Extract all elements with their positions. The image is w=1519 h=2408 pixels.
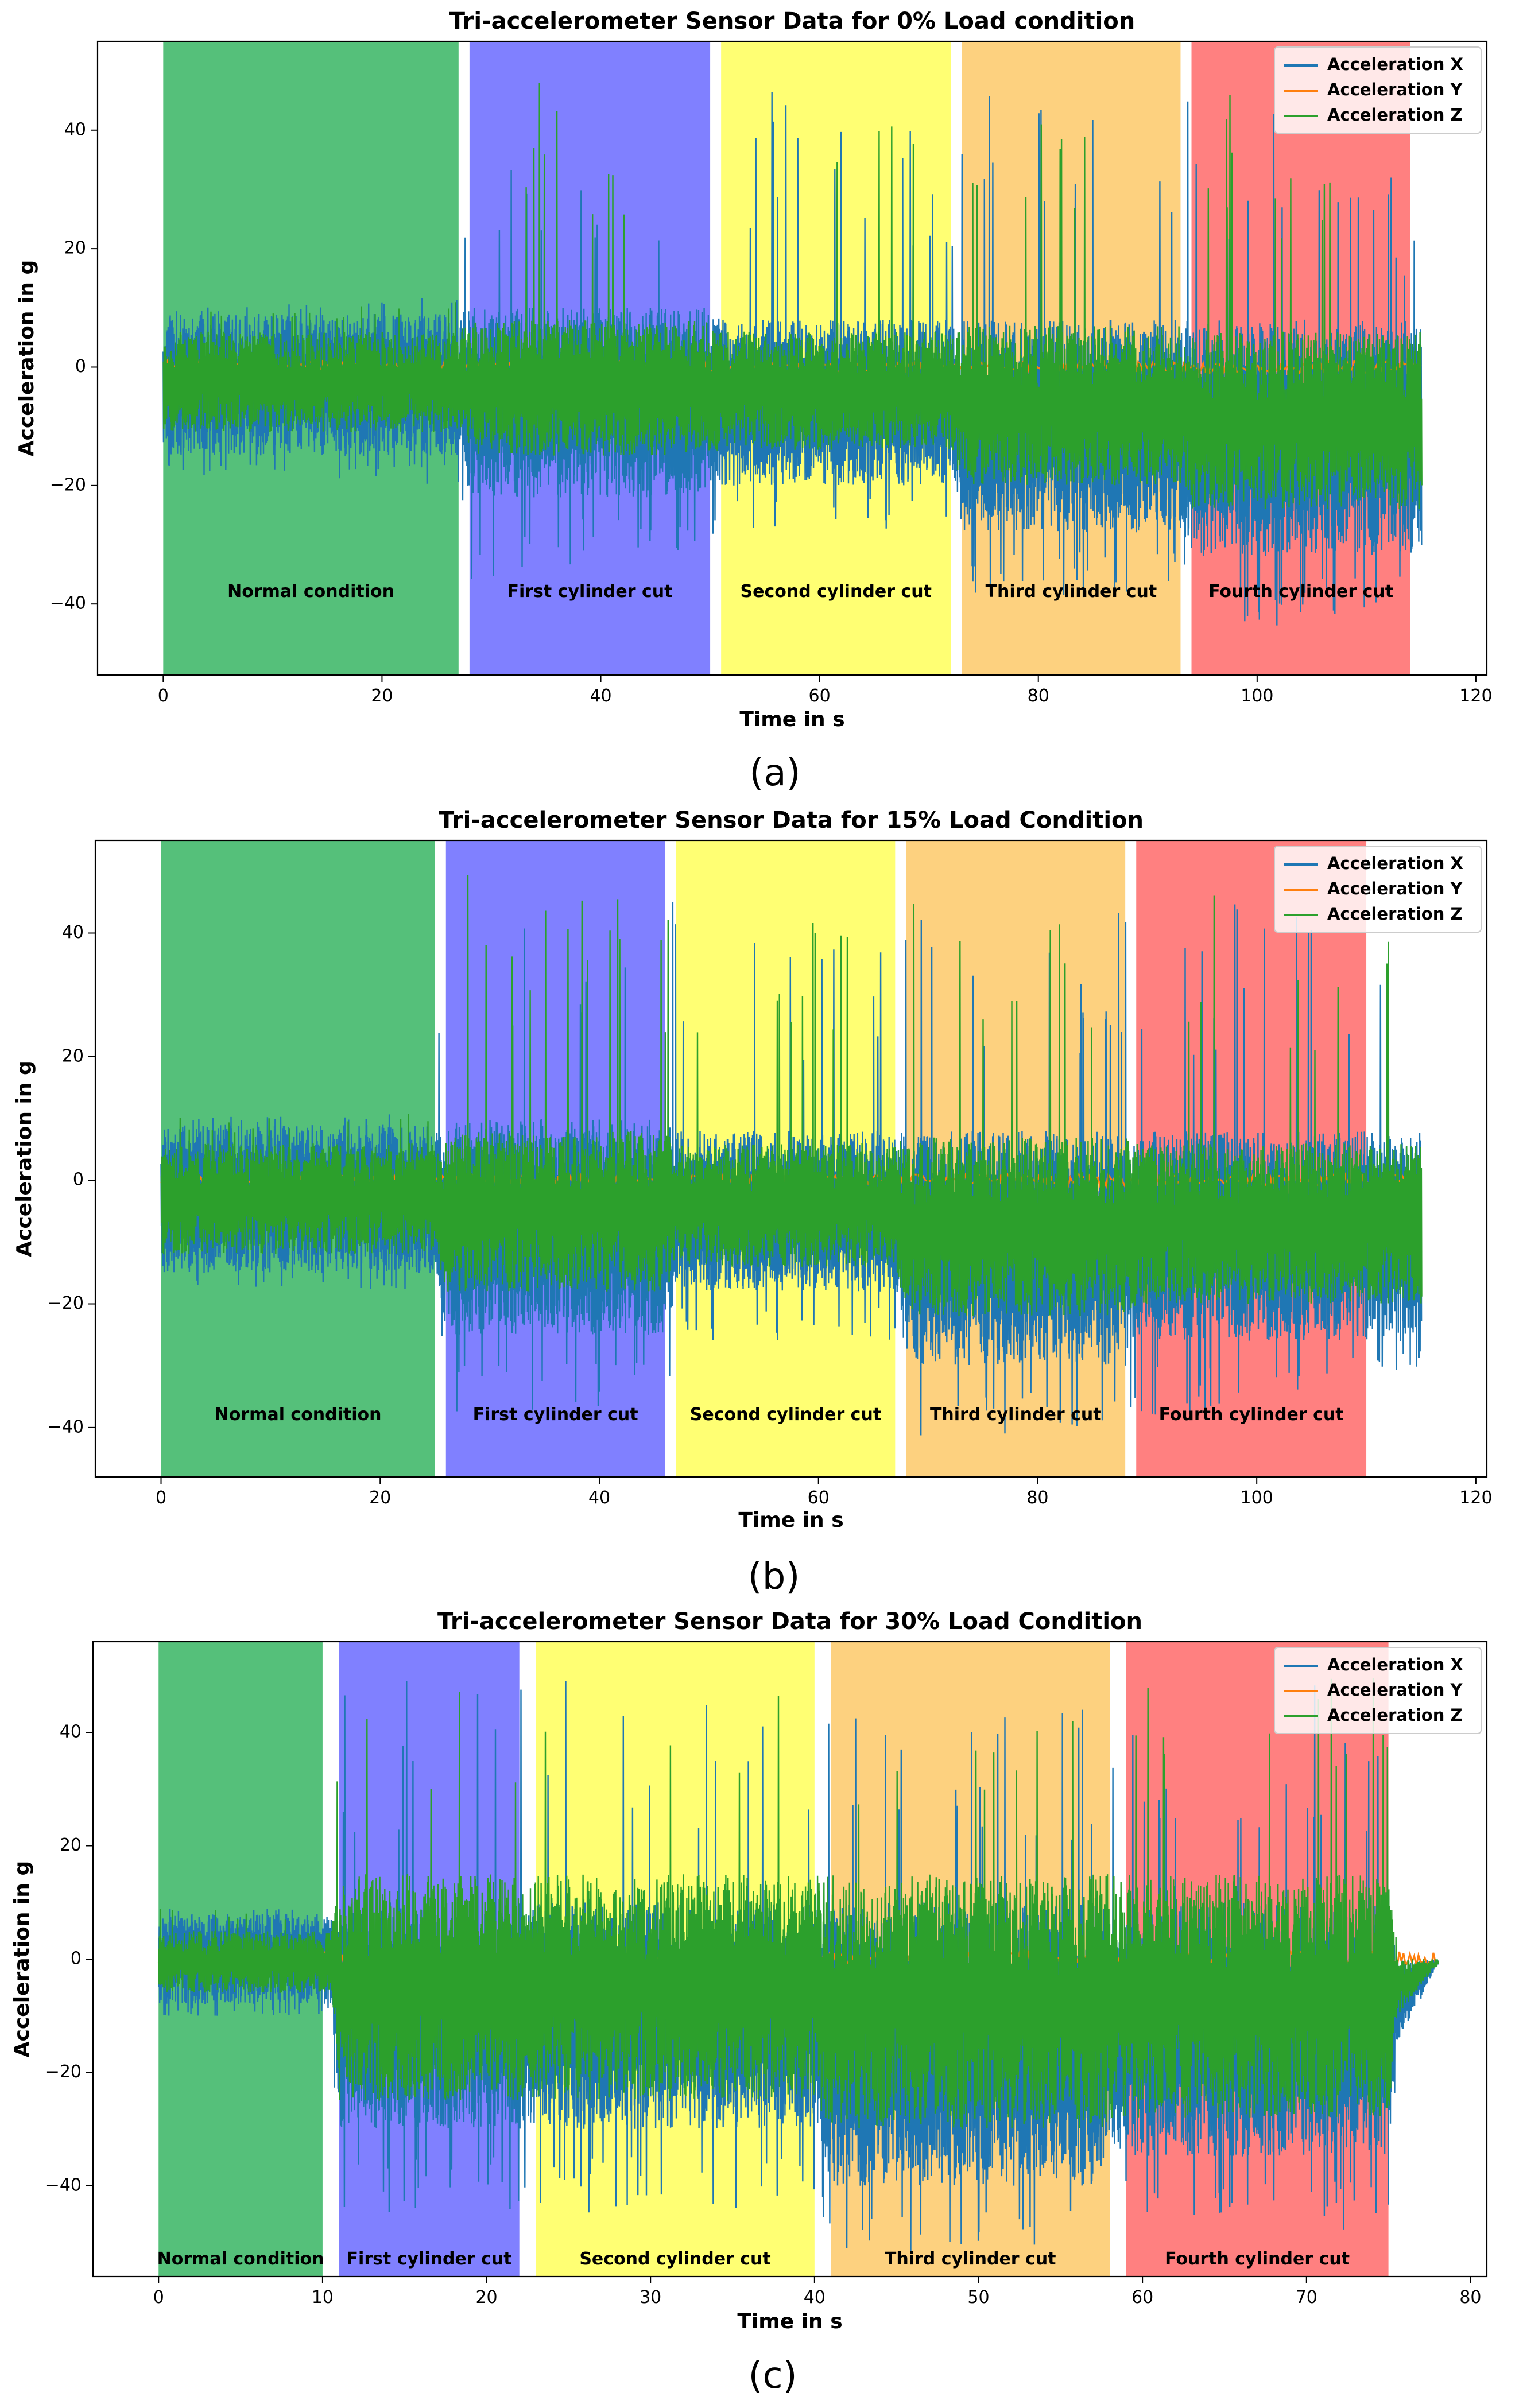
y-tick-label: −20 xyxy=(45,2062,82,2082)
legend-entry: Acceleration Y xyxy=(1327,1680,1463,1700)
legend-box xyxy=(1274,46,1482,134)
legend-entry: Acceleration Y xyxy=(1327,80,1463,99)
x-tick-label: 80 xyxy=(1028,686,1049,706)
chart-title: Tri-accelerometer Sensor Data for 30% Lo… xyxy=(437,1608,1142,1635)
y-axis-label: Acceleration in g xyxy=(10,1861,34,2057)
y-tick-label: 40 xyxy=(60,1722,82,1742)
x-tick-label: 20 xyxy=(475,2287,497,2308)
region-label: Fourth cylinder cut xyxy=(1165,2249,1350,2269)
y-tick-label: −40 xyxy=(50,594,86,614)
y-tick-label: 40 xyxy=(62,922,84,943)
plot-frame xyxy=(94,839,1488,1478)
region-label: Normal condition xyxy=(157,2249,324,2269)
legend-entry: Acceleration Z xyxy=(1327,904,1462,924)
region-label: Second cylinder cut xyxy=(579,2249,770,2269)
x-tick-label: 60 xyxy=(808,1488,830,1508)
legend-entry: Acceleration Z xyxy=(1327,1705,1462,1725)
region-label: Third cylinder cut xyxy=(930,1405,1102,1425)
legend-entry: Acceleration X xyxy=(1327,854,1463,873)
region-label: Second cylinder cut xyxy=(741,581,932,602)
chart-title: Tri-accelerometer Sensor Data for 15% Lo… xyxy=(439,807,1144,833)
legend-entry: Acceleration X xyxy=(1327,55,1463,74)
region-label: Normal condition xyxy=(227,581,394,602)
x-tick-label: 50 xyxy=(967,2287,989,2308)
plot-frame xyxy=(96,40,1488,676)
y-tick-label: 0 xyxy=(75,356,86,377)
legend-entry: Acceleration X xyxy=(1327,1655,1463,1674)
region-label: Fourth cylinder cut xyxy=(1208,581,1393,602)
legend-entry: Acceleration Y xyxy=(1327,879,1463,898)
x-tick-label: 100 xyxy=(1241,1488,1273,1508)
x-axis-label: Time in s xyxy=(739,708,844,731)
region-label: First cylinder cut xyxy=(507,581,672,602)
y-tick-label: 20 xyxy=(60,1835,82,1855)
x-tick-label: 80 xyxy=(1026,1488,1048,1508)
region-label: First cylinder cut xyxy=(347,2249,512,2269)
legend: Acceleration X Acceleration Y Acceleration… xyxy=(1274,846,1482,933)
panel-caption: (a) xyxy=(749,752,800,794)
y-axis-label: Acceleration in g xyxy=(13,1060,36,1257)
x-tick-label: 30 xyxy=(640,2287,661,2308)
panel-caption: (c) xyxy=(748,2355,797,2397)
x-tick-label: 40 xyxy=(588,1488,610,1508)
x-tick-label: 120 xyxy=(1459,686,1492,706)
region-label: Second cylinder cut xyxy=(690,1405,881,1425)
x-axis-label: Time in s xyxy=(738,1509,843,1532)
region-label: Fourth cylinder cut xyxy=(1159,1405,1344,1425)
legend-entry: Acceleration Z xyxy=(1327,105,1462,125)
x-tick-label: 20 xyxy=(371,686,393,706)
x-axis-label: Time in s xyxy=(737,2310,842,2333)
legend: Acceleration X Acceleration Y Acceleration… xyxy=(1274,1647,1482,1734)
y-tick-label: 20 xyxy=(62,1046,84,1066)
y-tick-label: −20 xyxy=(48,1293,84,1313)
y-tick-label: 0 xyxy=(71,1949,82,1969)
legend-box xyxy=(1274,1647,1482,1734)
x-tick-label: 60 xyxy=(809,686,831,706)
y-tick-label: −40 xyxy=(45,2176,82,2196)
x-tick-label: 0 xyxy=(153,2287,164,2308)
x-tick-label: 40 xyxy=(804,2287,826,2308)
region-label: Third cylinder cut xyxy=(885,2249,1056,2269)
panel-a: Tri-accelerometer Sensor Data for 0% Loa… xyxy=(15,8,1493,794)
y-tick-label: −20 xyxy=(50,475,86,495)
region-label: First cylinder cut xyxy=(473,1405,638,1425)
region-label: Third cylinder cut xyxy=(986,581,1157,602)
y-tick-label: 0 xyxy=(73,1170,84,1190)
y-tick-label: 20 xyxy=(64,238,86,258)
x-tick-label: 120 xyxy=(1459,1488,1492,1508)
panel-b: Tri-accelerometer Sensor Data for 15% Lo… xyxy=(13,807,1493,1598)
x-tick-label: 100 xyxy=(1241,686,1273,706)
region-label: Normal condition xyxy=(215,1405,382,1425)
x-tick-label: 60 xyxy=(1132,2287,1153,2308)
x-tick-label: 40 xyxy=(590,686,611,706)
chart-title: Tri-accelerometer Sensor Data for 0% Loa… xyxy=(450,8,1136,34)
legend-box xyxy=(1274,846,1482,933)
x-tick-label: 10 xyxy=(312,2287,334,2308)
x-tick-label: 0 xyxy=(158,686,169,706)
x-tick-label: 70 xyxy=(1296,2287,1318,2308)
panel-c: Tri-accelerometer Sensor Data for 30% Lo… xyxy=(10,1608,1488,2397)
x-tick-label: 20 xyxy=(369,1488,391,1508)
y-axis-label: Acceleration in g xyxy=(15,260,38,456)
x-tick-label: 0 xyxy=(156,1488,166,1508)
legend: Acceleration X Acceleration Y Acceleration… xyxy=(1274,46,1482,134)
panel-caption: (b) xyxy=(748,1556,800,1598)
x-tick-label: 80 xyxy=(1459,2287,1481,2308)
series-acceleration-z xyxy=(160,875,1423,1316)
series-acceleration-z xyxy=(162,83,1423,509)
y-tick-label: −40 xyxy=(48,1417,84,1437)
series-acceleration-z xyxy=(158,1678,1439,2130)
y-tick-label: 40 xyxy=(64,119,86,139)
